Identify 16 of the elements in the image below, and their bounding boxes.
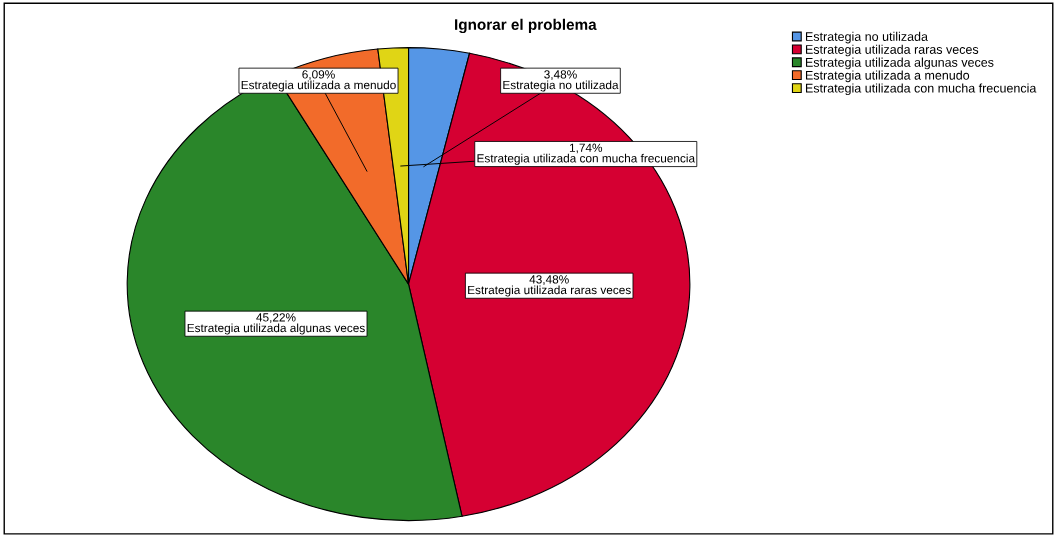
slice-label: Estrategia utilizada con mucha frecuencia xyxy=(477,153,696,165)
legend-label: Estrategia utilizada raras veces xyxy=(805,44,979,57)
data-label: 45,22% xyxy=(256,313,296,323)
legend-label: Estrategia utilizada a menudo xyxy=(805,70,970,83)
slice-label: Estrategia no utilizada xyxy=(503,80,619,92)
slice-label: Estrategia utilizada raras veces xyxy=(468,285,631,297)
data-label: 6,09% xyxy=(302,70,335,80)
legend-label: Estrategia utilizada con mucha frecuencia xyxy=(805,83,1037,96)
legend-label: Estrategia utilizada algunas veces xyxy=(805,57,994,70)
legend-label: Estrategia no utilizada xyxy=(805,31,928,44)
chart-title: Ignorar el problema xyxy=(455,18,597,34)
slice-label: Estrategia utilizada a menudo xyxy=(241,80,396,92)
data-label: 3,48% xyxy=(544,70,577,80)
slice-label: Estrategia utilizada algunas veces xyxy=(187,323,365,335)
data-label: 1,74% xyxy=(569,143,603,154)
data-label: 43,48% xyxy=(529,275,569,285)
